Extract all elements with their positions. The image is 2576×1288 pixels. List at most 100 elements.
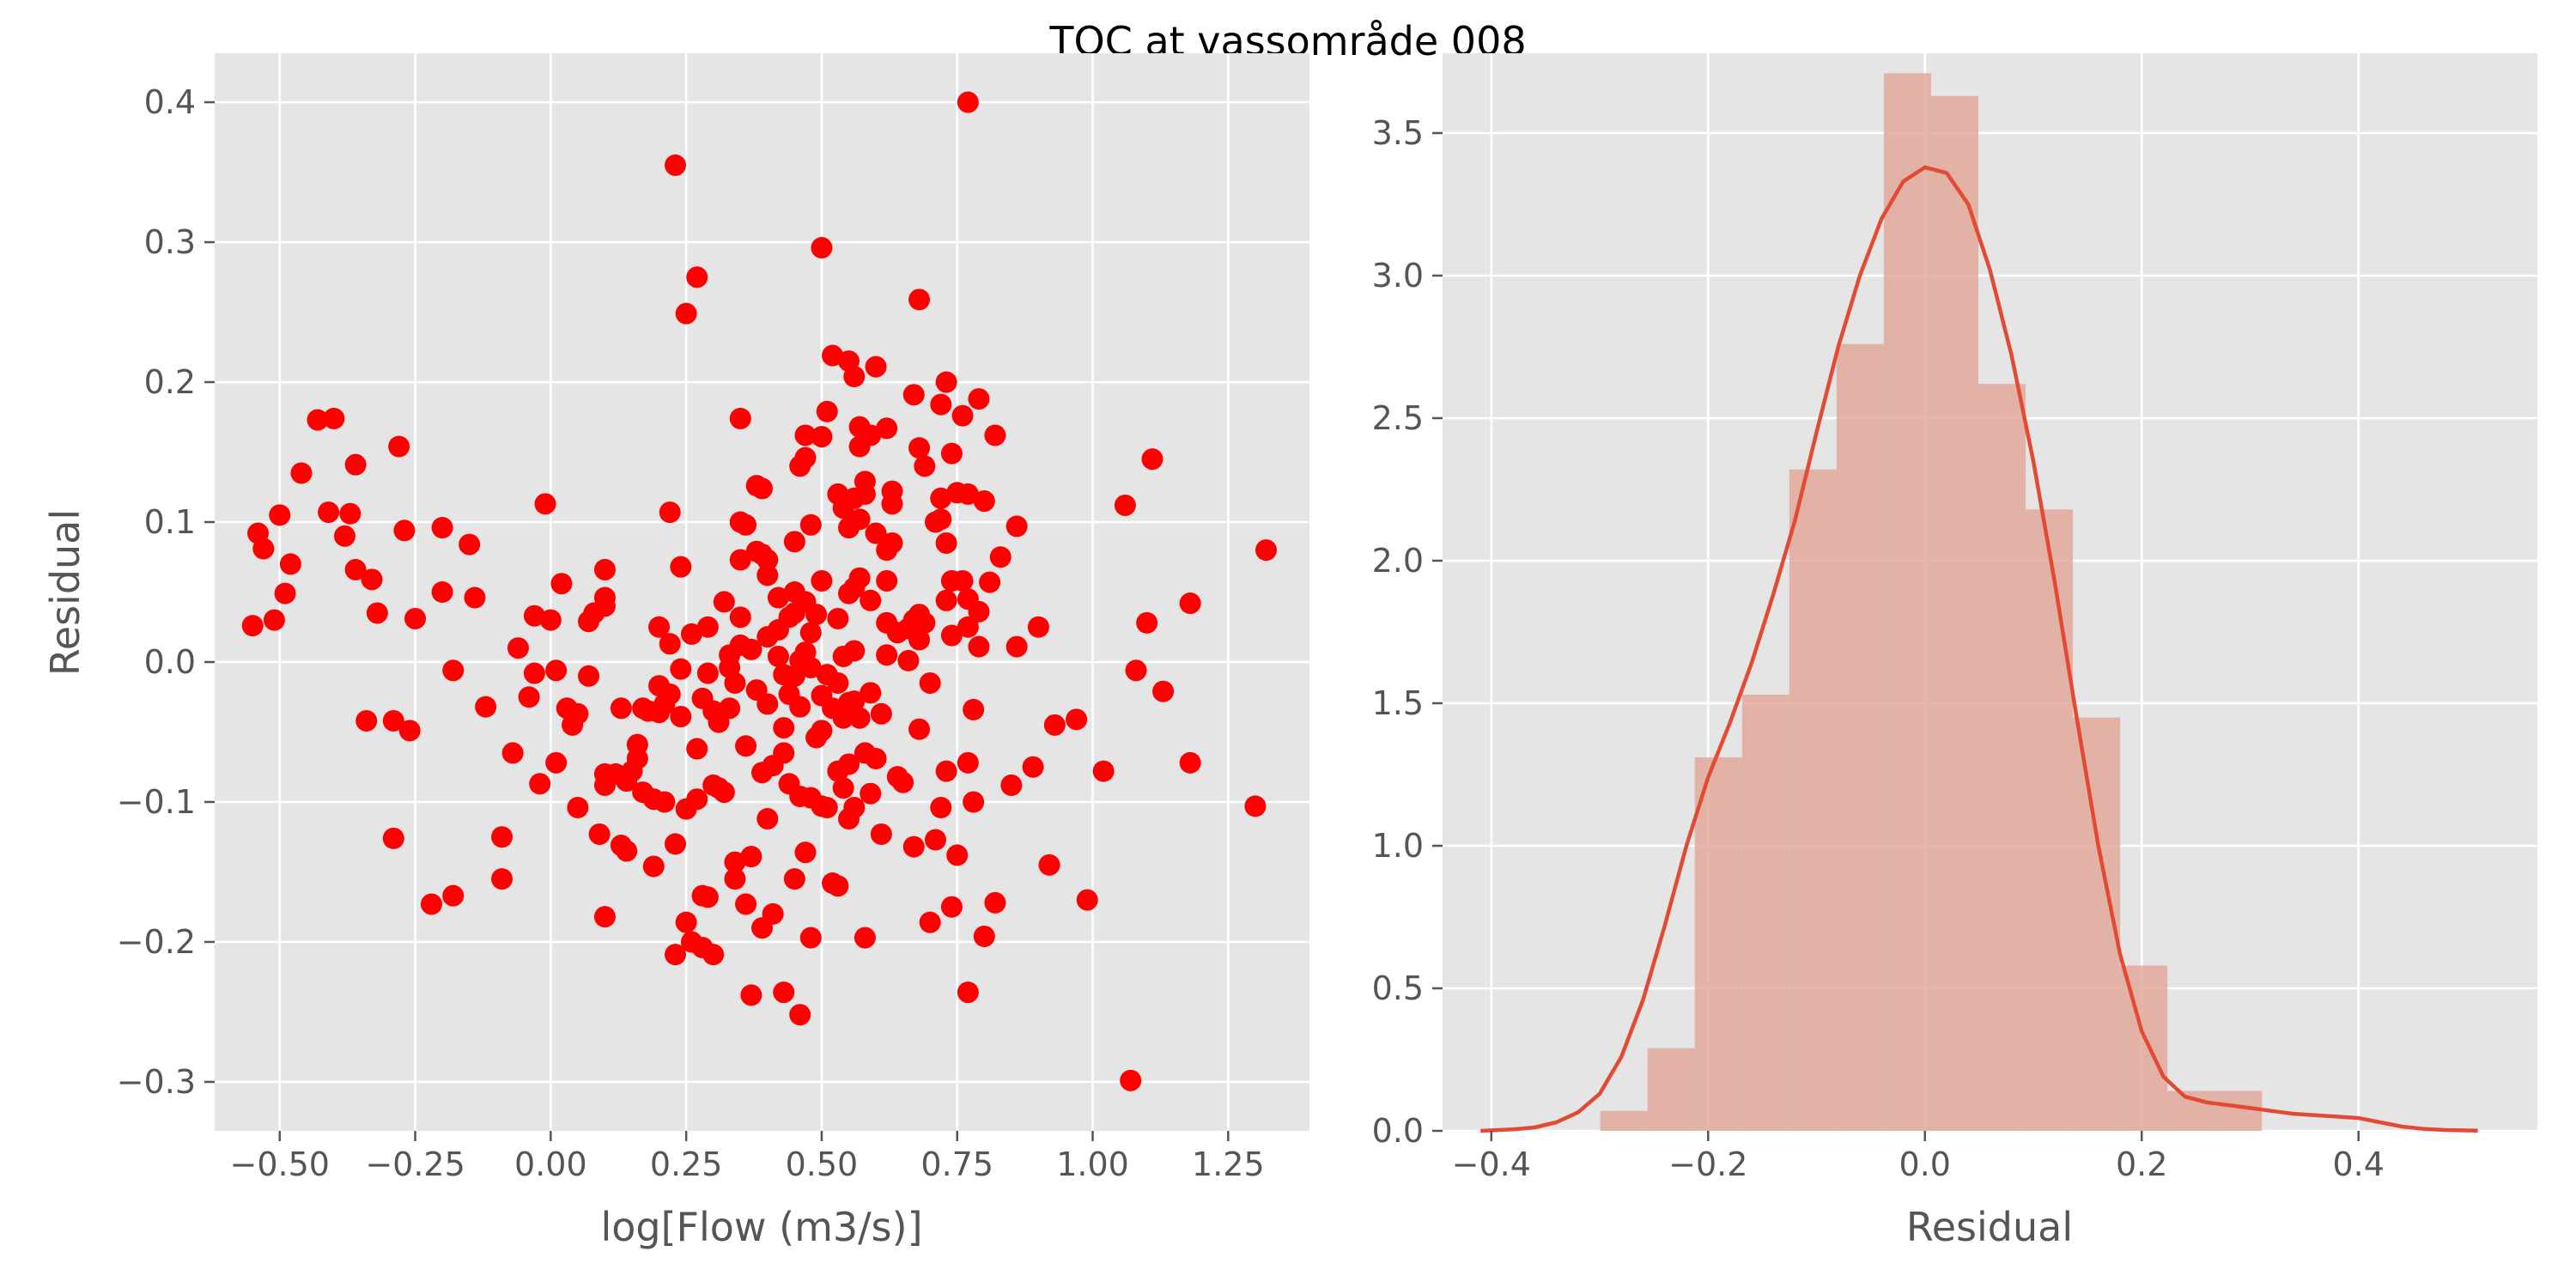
histogram-bar — [2215, 1091, 2263, 1131]
scatter-point — [811, 237, 833, 259]
x-tick-label: −0.4 — [1452, 1145, 1531, 1183]
scatter-point — [659, 633, 681, 655]
scatter-point — [464, 586, 486, 609]
scatter-point — [973, 925, 995, 947]
scatter-point — [545, 659, 568, 682]
scatter-point — [811, 569, 833, 592]
scatter-point — [491, 826, 513, 848]
scatter-point — [822, 344, 844, 367]
scatter-point — [1005, 635, 1028, 658]
scatter-point — [930, 393, 952, 416]
scatter-point — [930, 508, 952, 531]
scatter-point — [827, 671, 849, 694]
histogram-bar — [1883, 73, 1931, 1132]
scatter-point — [811, 720, 833, 742]
scatter-points — [241, 91, 1278, 1091]
scatter-point — [539, 609, 562, 631]
scatter-point — [973, 490, 995, 513]
scatter-point — [1022, 756, 1044, 778]
histogram-bar — [1930, 95, 1978, 1131]
scatter-point — [1005, 515, 1028, 538]
scatter-point — [665, 944, 687, 966]
scatter-point — [523, 605, 545, 627]
histogram-bar — [1600, 1110, 1648, 1131]
scatter-point — [1038, 854, 1060, 876]
scatter-x-axis-label: log[Flow (m3/s)] — [600, 1204, 922, 1250]
scatter-point — [366, 602, 388, 624]
scatter-point — [593, 595, 616, 617]
scatter-point — [865, 355, 887, 378]
scatter-point — [799, 622, 822, 644]
scatter-point — [534, 493, 556, 515]
scatter-point — [794, 447, 817, 469]
histogram-bar — [2026, 509, 2074, 1131]
scatter-point — [860, 782, 882, 805]
scatter-point — [751, 477, 773, 500]
histogram-x-ticks: −0.4 −0.2 0.0 0.2 0.4 — [1452, 1131, 2385, 1183]
scatter-point — [1141, 448, 1163, 471]
scatter-plot: −0.50 −0.25 0.00 0.25 0.50 0.75 1.00 1.25 −0.3−… — [42, 53, 1309, 1250]
histogram-y-ticks: 0.0 0.5 1.0 1.5 2.0 2.5 3.0 3.5 — [1372, 114, 1443, 1150]
scatter-point — [979, 571, 1001, 593]
histogram-x-axis-label: Residual — [1906, 1204, 2073, 1250]
scatter-point — [388, 435, 410, 458]
scatter-point — [951, 569, 974, 592]
scatter-point — [908, 629, 931, 651]
scatter-x-ticks: −0.50 −0.25 0.00 0.25 0.50 0.75 1.00 1.25 — [230, 1131, 1265, 1183]
scatter-plot-background — [215, 53, 1309, 1131]
scatter-point — [729, 606, 751, 629]
scatter-point — [713, 591, 735, 613]
scatter-point — [789, 696, 811, 718]
scatter-point — [1152, 680, 1175, 702]
scatter-point — [675, 911, 697, 933]
scatter-point — [908, 289, 931, 311]
histogram-bar — [1978, 384, 2026, 1131]
y-tick-label: 3.0 — [1372, 257, 1424, 295]
scatter-point — [1043, 714, 1066, 736]
scatter-point — [696, 616, 719, 638]
scatter-point — [323, 407, 345, 429]
scatter-point — [459, 533, 481, 556]
scatter-point — [848, 707, 871, 729]
scatter-point — [626, 747, 648, 769]
scatter-point — [1076, 889, 1098, 911]
y-tick-label: 2.0 — [1372, 542, 1424, 580]
scatter-point — [756, 564, 779, 586]
scatter-point — [794, 841, 817, 864]
scatter-point — [724, 851, 746, 873]
y-tick-label: 0.0 — [144, 643, 196, 681]
y-tick-label: 1.0 — [1372, 827, 1424, 865]
x-tick-label: 0.25 — [650, 1145, 723, 1183]
scatter-point — [713, 781, 735, 804]
scatter-point — [919, 911, 941, 933]
scatter-point — [876, 569, 898, 592]
x-tick-label: −0.25 — [365, 1145, 465, 1183]
scatter-point — [361, 568, 383, 591]
scatter-point — [794, 424, 817, 447]
scatter-point — [930, 797, 952, 818]
kde-curve — [1480, 165, 2478, 1133]
scatter-point — [339, 502, 361, 525]
scatter-point — [491, 868, 513, 890]
scatter-point — [848, 567, 871, 589]
scatter-point — [545, 751, 568, 774]
scatter-point — [404, 607, 427, 629]
scatter-point — [567, 797, 589, 818]
scatter-point — [919, 671, 941, 694]
scatter-point — [686, 788, 708, 811]
scatter-point — [719, 697, 741, 720]
scatter-point — [501, 742, 524, 764]
scatter-point — [799, 513, 822, 536]
x-tick-label: 0.0 — [1899, 1145, 1951, 1183]
scatter-point — [767, 586, 789, 609]
scatter-point — [642, 855, 665, 878]
scatter-point — [1120, 1069, 1142, 1091]
scatter-point — [773, 742, 795, 764]
scatter-point — [686, 738, 708, 760]
scatter-point — [865, 747, 887, 769]
scatter-point — [805, 604, 828, 626]
scatter-point — [799, 657, 822, 679]
scatter-point — [908, 437, 931, 459]
scatter-point — [344, 453, 367, 476]
